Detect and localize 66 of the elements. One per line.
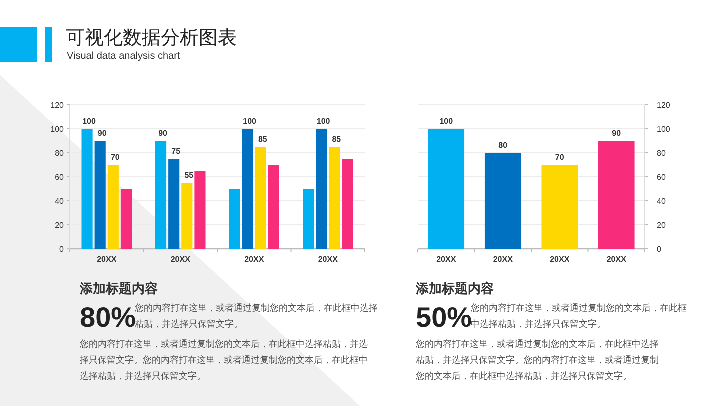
bar bbox=[255, 147, 266, 249]
bar bbox=[94, 141, 106, 249]
y2-tick-label: 20 bbox=[657, 221, 666, 230]
bar bbox=[182, 183, 193, 249]
text: 您的内容打在这里，或者通过复制您的文本后，在此框中选择粘贴，并选择只保留文字。 bbox=[135, 302, 379, 331]
data-label: 100 bbox=[316, 117, 331, 126]
x-tick-label: 20XX bbox=[170, 255, 192, 264]
bar bbox=[316, 129, 328, 249]
data-label: 100 bbox=[82, 117, 96, 126]
text: 80% bbox=[80, 302, 136, 333]
y-tick-label: 60 bbox=[55, 173, 65, 182]
bar bbox=[542, 165, 578, 249]
data-label: 100 bbox=[440, 117, 454, 126]
y-tick-label: 80 bbox=[55, 149, 65, 158]
data-label: 70 bbox=[110, 153, 120, 162]
y-tick-label: 40 bbox=[55, 197, 65, 206]
y2-tick-label: 40 bbox=[657, 197, 666, 206]
bar bbox=[242, 129, 254, 249]
bar bbox=[108, 165, 119, 249]
x-tick-label: 20XX bbox=[318, 255, 339, 264]
bar bbox=[120, 189, 132, 249]
text: 您的内容打在这里，或者通过复制您的文本后，在此框中选择粘贴，并选择只保留文字。您的内容打在这里，或者通过复制您的文本后，在此框中选择粘贴，并选择只保留文字。 bbox=[80, 338, 369, 383]
data-label: 85 bbox=[332, 135, 342, 144]
data-label: 100 bbox=[243, 117, 258, 126]
y-tick-label: 20 bbox=[55, 221, 65, 230]
bar bbox=[168, 159, 180, 249]
y2-tick-label: 100 bbox=[657, 125, 671, 134]
bar bbox=[303, 189, 314, 249]
data-label: 70 bbox=[555, 153, 565, 162]
text: 您的内容打在这里，或者通过复制您的文本后，在此框中选择粘贴，并选择只保留文字。您的内容打在这里，或者通过复制您的文本后，在此框中选择粘贴，并选择只保留文字。 bbox=[416, 338, 660, 383]
y2-tick-label: 60 bbox=[657, 173, 666, 182]
chart-subtitle: Visual data analysis chart bbox=[67, 51, 180, 62]
text: 添加标题内容 bbox=[80, 280, 158, 298]
bar bbox=[229, 189, 240, 249]
data-label: 90 bbox=[158, 129, 168, 138]
y-tick-label: 0 bbox=[60, 245, 65, 254]
x-tick-label: 20XX bbox=[550, 255, 570, 264]
bar bbox=[194, 171, 206, 249]
data-label: 90 bbox=[612, 129, 622, 138]
data-label: 90 bbox=[98, 129, 108, 138]
bar bbox=[428, 129, 465, 249]
data-label: 80 bbox=[498, 141, 508, 150]
y-tick-label: 100 bbox=[50, 125, 65, 134]
bar bbox=[268, 165, 280, 249]
x-tick-label: 20XX bbox=[97, 255, 118, 264]
bar bbox=[342, 159, 354, 249]
x-tick-label: 20XX bbox=[493, 255, 514, 264]
text: 添加标题内容 bbox=[416, 280, 494, 298]
chart-title: 可视化数据分析图表 bbox=[66, 27, 237, 51]
y-tick-label: 120 bbox=[50, 101, 65, 110]
x-tick-label: 20XX bbox=[436, 255, 457, 264]
bar bbox=[598, 141, 635, 249]
x-tick-label: 20XX bbox=[606, 255, 628, 264]
data-label: 55 bbox=[184, 171, 194, 180]
data-label: 75 bbox=[172, 147, 182, 156]
text: 您的内容打在这里，或者通过复制您的文本后，在此框中选择粘贴，并选择只保留文字。 bbox=[471, 302, 688, 331]
bar bbox=[484, 153, 522, 249]
y2-tick-label: 120 bbox=[657, 101, 671, 110]
y2-tick-label: 80 bbox=[657, 149, 666, 158]
bar bbox=[329, 147, 340, 249]
x-tick-label: 20XX bbox=[244, 255, 265, 264]
bar bbox=[156, 141, 167, 249]
bar bbox=[82, 129, 93, 249]
text: 50% bbox=[416, 302, 472, 333]
data-label: 85 bbox=[258, 135, 268, 144]
y2-tick-label: 0 bbox=[657, 245, 662, 254]
